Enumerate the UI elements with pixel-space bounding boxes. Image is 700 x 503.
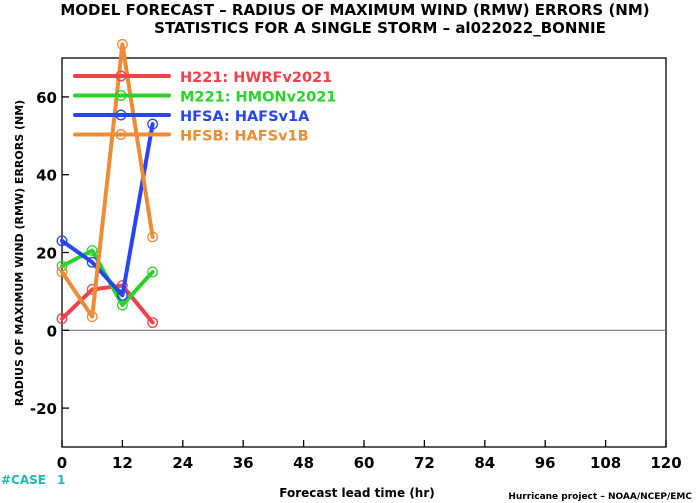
- data-point: [56, 235, 68, 247]
- x-axis-label: Forecast lead time (hr): [279, 486, 435, 500]
- legend-entry: HFSB: HAFSv1B: [73, 129, 309, 145]
- y-axis-ticks: -20 0 20 40 60: [30, 89, 69, 418]
- x-tick-label: 24: [172, 454, 193, 472]
- data-point: [147, 118, 159, 130]
- y-axis-label: RADIUS OF MAXIMUM WIND (RMW) ERRORS (NM): [13, 100, 26, 406]
- legend-entry: H221: HWRFv2021: [73, 70, 332, 86]
- legend-swatch-marker: [115, 109, 127, 121]
- legend-label: H221: HWRFv2021: [180, 70, 332, 86]
- x-tick-label: 96: [535, 454, 556, 472]
- x-tick-label: 48: [293, 454, 314, 472]
- y-tick-label: 60: [36, 89, 57, 107]
- credit-text: Hurricane project – NOAA/NCEP/EMC: [508, 492, 692, 502]
- series-line: [60, 42, 155, 319]
- legend-swatch-marker: [115, 129, 127, 140]
- x-tick-label: 60: [354, 454, 375, 472]
- y-tick-label: 40: [36, 167, 57, 185]
- legend-label: HFSB: HAFSv1B: [180, 129, 309, 145]
- x-tick-label: 108: [590, 454, 621, 472]
- y-tick-label: -20: [30, 400, 57, 418]
- legend-label: HFSA: HAFSv1A: [180, 109, 310, 125]
- series-line: [60, 122, 155, 298]
- data-point: [86, 311, 98, 323]
- x-tick-label: 72: [414, 454, 435, 472]
- chart-title-line1: MODEL FORECAST – RADIUS OF MAXIMUM WIND …: [60, 1, 649, 19]
- case-label: #CASE: [1, 473, 46, 487]
- legend-swatch-marker: [115, 70, 127, 82]
- legend-swatch-marker: [115, 90, 127, 101]
- data-point: [147, 266, 159, 278]
- x-tick-label: 84: [474, 454, 495, 472]
- legend: H221: HWRFv2021 M221: HMONv2021 HFSA: HAFS…: [73, 70, 336, 145]
- y-tick-label: 20: [36, 245, 57, 263]
- chart-title-line2: STATISTICS FOR A SINGLE STORM – al022022…: [154, 19, 606, 37]
- legend-entry: M221: HMONv2021: [73, 90, 336, 106]
- y-tick-label: 0: [47, 322, 57, 340]
- x-tick-label: 0: [57, 454, 67, 472]
- data-point: [56, 266, 68, 278]
- data-point: [86, 245, 98, 257]
- series-2: [56, 118, 159, 301]
- series-layer: [56, 38, 159, 328]
- data-point: [56, 313, 68, 325]
- series-3: [56, 38, 159, 323]
- x-tick-label: 12: [112, 454, 133, 472]
- data-point: [116, 38, 128, 50]
- data-point: [116, 289, 128, 301]
- legend-entry: HFSA: HAFSv1A: [73, 109, 310, 125]
- legend-label: M221: HMONv2021: [180, 90, 336, 106]
- x-tick-label: 36: [233, 454, 254, 472]
- x-axis-ticks: 0 12 24 36 48 60 72 84 96 108 120: [57, 440, 682, 472]
- data-point: [147, 317, 159, 328]
- x-tick-label: 120: [650, 454, 681, 472]
- series-line: [60, 283, 155, 325]
- data-point: [147, 231, 159, 243]
- case-count: 1: [57, 473, 65, 487]
